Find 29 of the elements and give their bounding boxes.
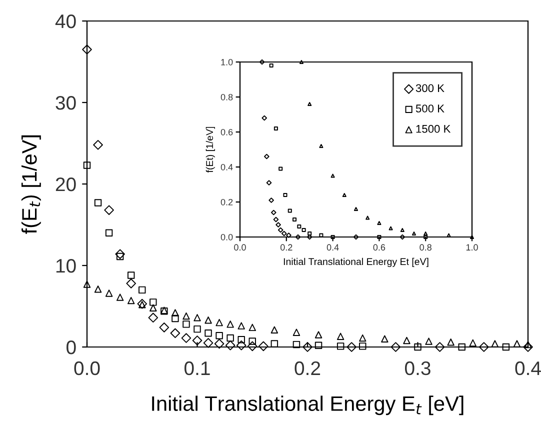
y-tick-label: 1.0	[221, 58, 233, 66]
x-tick-label: 0.0	[74, 361, 100, 376]
y-tick-label: 10	[56, 258, 76, 273]
x-tick-label: 0.2	[280, 244, 292, 251]
y-axis-title: f(E$_{t}$) [1/eV]	[21, 135, 41, 234]
x-axis-title: Initial Translational Energy Et [eV]	[284, 258, 428, 267]
y-tick-label: 0.8	[220, 94, 233, 100]
x-tick-label: 0.1	[184, 361, 210, 376]
legend-label: 500 K	[416, 104, 444, 112]
y-tick-label: 0.4	[220, 164, 233, 170]
x-tick-label: 0.2	[294, 361, 320, 376]
y-tick-label: 0.0	[220, 234, 233, 240]
legend-label: 300 K	[416, 84, 444, 92]
y-tick-label: 0	[66, 340, 76, 354]
y-axis-title: f(Et) [1/eV]	[206, 126, 215, 173]
y-tick-label: 0.6	[220, 128, 233, 136]
x-tick-label: 1.0	[466, 244, 478, 251]
y-tick-label: 20	[56, 177, 76, 192]
x-tick-label: 0.4	[326, 244, 339, 251]
y-tick-label: 30	[56, 96, 76, 110]
x-axis-title: Initial Translational Energy E$_{t}$ [eV]	[152, 396, 464, 416]
x-tick-label: 0.8	[420, 244, 432, 251]
y-tick-label: 40	[55, 14, 76, 28]
x-tick-label: 0.6	[373, 244, 386, 251]
x-tick-label: 0.4	[515, 361, 541, 376]
y-tick-label: 0.2	[220, 198, 233, 206]
legend-label: 1500 K	[416, 124, 451, 133]
x-tick-label: 0.0	[234, 244, 246, 251]
x-tick-label: 0.3	[404, 361, 430, 376]
